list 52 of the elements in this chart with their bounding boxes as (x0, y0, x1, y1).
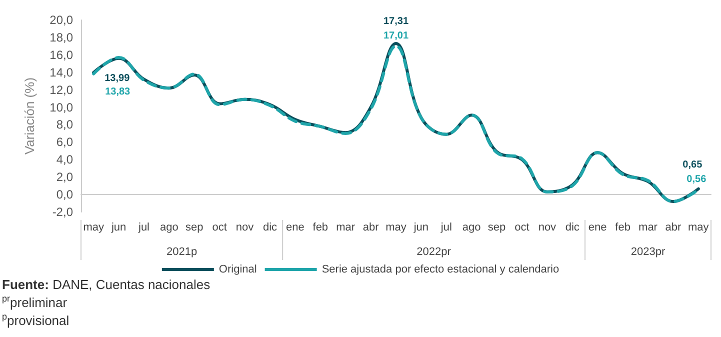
text: 2023pr (630, 246, 666, 258)
y-tick-label: 4,0 (56, 152, 74, 167)
data-label: 17,01 (383, 30, 409, 42)
x-tick-label: oct (514, 222, 530, 234)
x-tick-label: jul (137, 222, 150, 234)
y-tick-label: 0,0 (56, 188, 74, 202)
text: $^{p}$provisional (2, 312, 70, 330)
x-tick-label: oct (212, 222, 227, 234)
x-tick-label: jun (110, 222, 126, 234)
source-note: Fuente: DANE, Cuentas nacionales (2, 276, 210, 294)
y-tick-label: -2,0 (52, 205, 74, 219)
y-tick-label: 8,0 (56, 118, 74, 132)
data-label: 0,56 (686, 174, 707, 186)
x-tick-label: ago (160, 222, 178, 234)
y-tick-label: 16,0 (50, 48, 74, 62)
x-tick-label: abr (665, 222, 682, 234)
y-axis-title: Variación (%) (22, 77, 37, 155)
text: $^{pr}$preliminar (2, 294, 68, 312)
x-tick-label: dic (565, 222, 580, 234)
x-tick-label: jul (440, 222, 452, 234)
text: 2021p (166, 246, 198, 258)
data-label: 0,65 (682, 159, 703, 170)
x-tick-label: ago (462, 222, 481, 234)
x-tick-label: may (386, 222, 407, 234)
legend-label: Original (218, 264, 257, 276)
x-tick-label: may (83, 222, 104, 234)
data-label: 13,83 (105, 86, 131, 98)
x-tick-label: sep (488, 222, 506, 234)
y-tick-label: 6,0 (56, 135, 74, 150)
x-tick-label: nov (538, 222, 557, 234)
y-tick-label: 20,0 (50, 13, 74, 27)
y-tick-label: 2,0 (56, 170, 74, 184)
y-tick-label: 18,0 (50, 30, 74, 44)
y-tick-label: 12,0 (50, 82, 74, 97)
x-tick-label: ene (588, 222, 607, 234)
data-label: 17,31 (383, 16, 409, 27)
x-tick-label: jun (412, 222, 429, 234)
y-tick-label: 14,0 (50, 65, 74, 80)
x-tick-label: nov (236, 222, 254, 234)
legend-label: Serie ajustada por efecto estacional y calendario (322, 264, 560, 276)
text: 2022pr (416, 246, 452, 258)
x-tick-label: mar (336, 222, 356, 234)
y-tick-label: 10,0 (50, 100, 74, 114)
x-tick-label: mar (638, 222, 658, 234)
data-label: 13,99 (104, 72, 130, 84)
x-tick-label: sep (186, 222, 204, 234)
x-tick-label: may (688, 222, 710, 234)
x-tick-label: feb (615, 222, 630, 234)
x-tick-label: dic (262, 222, 278, 234)
x-tick-label: feb (312, 222, 328, 234)
x-tick-label: ene (286, 222, 304, 234)
x-tick-label: abr (362, 222, 380, 234)
